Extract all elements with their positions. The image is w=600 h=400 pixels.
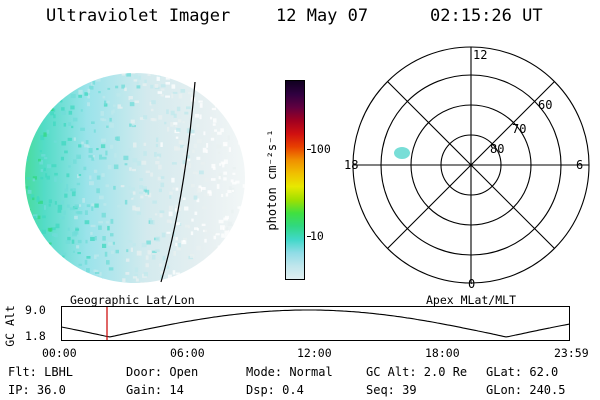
polar-plot: 12 18 6 0 60 70 80: [344, 46, 590, 291]
colorbar-tick-mark: [307, 236, 311, 237]
instrument-title: Ultraviolet Imager: [46, 6, 231, 26]
strip-left-title: Geographic Lat/Lon: [70, 293, 195, 307]
mlt-label-bottom: 0: [468, 277, 475, 291]
altitude-curve: [61, 309, 570, 338]
date-label: 12 May 07: [276, 6, 369, 26]
mlat-label-80: 80: [490, 142, 504, 156]
colorbar-tick-10: 10: [310, 229, 324, 243]
geographic-image: [25, 73, 245, 283]
time-tick-2359: 23:59: [554, 346, 589, 360]
mlat-label-60: 60: [538, 98, 552, 112]
time-tick-0600: 06:00: [170, 346, 205, 360]
mlt-label-top: 12: [473, 48, 487, 62]
strip-right-title: Apex MLat/MLT: [426, 293, 517, 307]
altitude-strip: [61, 306, 570, 341]
time-label: 02:15:26 UT: [430, 6, 543, 26]
colorbar-unit-label: photon cm⁻²s⁻¹: [265, 129, 279, 231]
colorbar-tick-mark: [307, 149, 311, 150]
polar-emission-spot: [394, 147, 410, 159]
info-seq: Seq: 39: [366, 383, 417, 397]
colorbar: [285, 80, 305, 280]
info-door: Door: Open: [126, 365, 199, 379]
info-mode: Mode: Normal: [246, 365, 333, 379]
strip-ytick-top: 9.0: [25, 303, 46, 317]
strip-ylabel: GC Alt: [3, 305, 17, 347]
mlt-label-right: 6: [576, 158, 583, 172]
info-dsp: Dsp: 0.4: [246, 383, 304, 397]
time-tick-1800: 18:00: [425, 346, 460, 360]
emission-disk: [25, 73, 245, 283]
time-tick-0000: 00:00: [42, 346, 77, 360]
info-ip: IP: 36.0: [8, 383, 66, 397]
info-filter: Flt: LBHL: [8, 365, 74, 379]
mlt-label-left: 18: [344, 158, 358, 172]
info-glat: GLat: 62.0: [486, 365, 559, 379]
mlat-label-70: 70: [512, 122, 526, 136]
strip-ytick-bottom: 1.8: [25, 329, 46, 343]
time-tick-1200: 12:00: [297, 346, 332, 360]
colorbar-tick-100: 100: [310, 142, 331, 156]
info-glon: GLon: 240.5: [486, 383, 566, 397]
info-gain: Gain: 14: [126, 383, 184, 397]
terminator-line: [160, 81, 196, 283]
polar-diagonal-2: [387, 81, 555, 249]
info-gc-alt: GC Alt: 2.0 Re: [366, 365, 468, 379]
